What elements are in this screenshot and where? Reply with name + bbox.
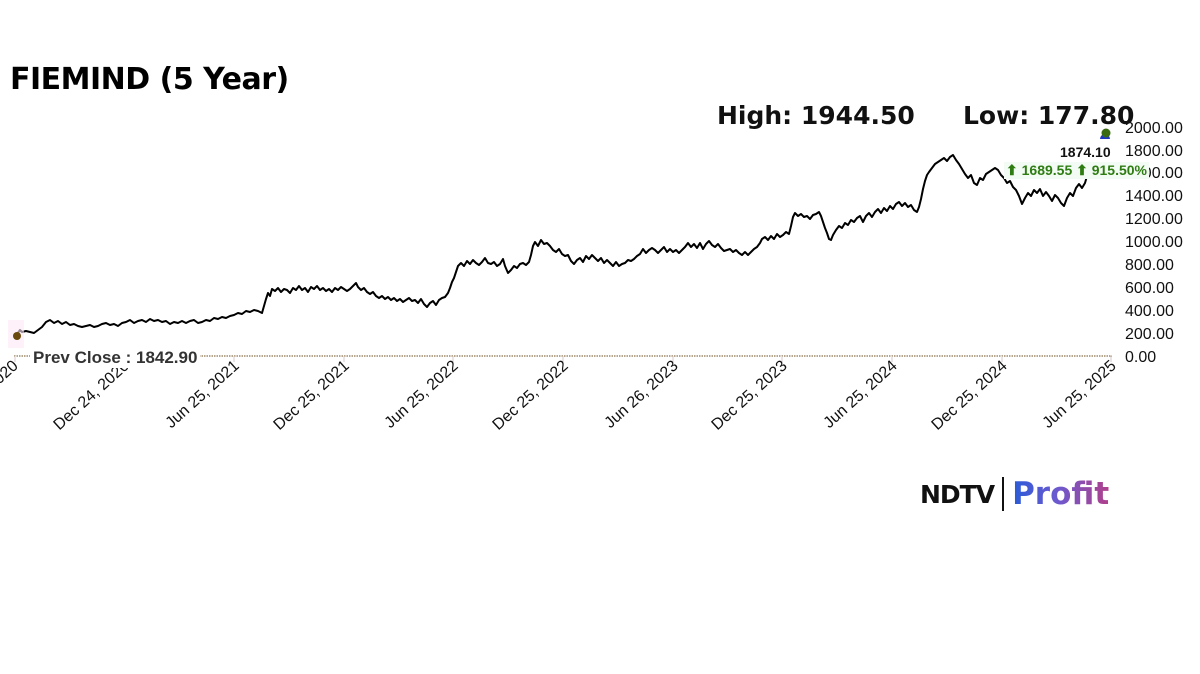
chart-title: FIEMIND (5 Year) (10, 62, 289, 97)
prev-close-label: Prev Close : 1842.90 (30, 348, 201, 368)
svg-text:2000.00: 2000.00 (1125, 120, 1183, 137)
start-marker (13, 332, 21, 340)
svg-text:Dec 24, 2020: Dec 24, 2020 (51, 357, 133, 433)
logo-divider (1002, 477, 1005, 511)
price-line (16, 154, 1088, 335)
svg-text:Jun 25, 2020: Jun 25, 2020 (0, 357, 22, 432)
svg-text:Dec 25, 2021: Dec 25, 2021 (271, 357, 353, 433)
svg-text:0.00: 0.00 (1125, 349, 1156, 366)
ndtv-profit-logo: NDTV Profit (920, 476, 1109, 512)
svg-text:1200.00: 1200.00 (1125, 211, 1183, 228)
svg-text:200.00: 200.00 (1125, 326, 1174, 343)
last-price: 1874.10 (1060, 144, 1111, 160)
svg-text:1800.00: 1800.00 (1125, 143, 1183, 160)
svg-text:Dec 25, 2023: Dec 25, 2023 (709, 357, 791, 433)
svg-text:Jun 25, 2024: Jun 25, 2024 (821, 357, 901, 432)
svg-text:Jun 25, 2022: Jun 25, 2022 (382, 357, 462, 432)
profit-wordmark: Profit (1012, 476, 1110, 512)
svg-text:800.00: 800.00 (1125, 257, 1174, 274)
ndtv-wordmark: NDTV (920, 479, 995, 509)
svg-text:400.00: 400.00 (1125, 303, 1174, 320)
high-marker (1101, 128, 1111, 138)
svg-text:Jun 25, 2021: Jun 25, 2021 (163, 357, 243, 432)
price-change: ⬆ 1689.55 ⬆ 915.50% (1004, 162, 1150, 179)
x-axis: Jun 25, 2020 Dec 24, 2020 Jun 25, 2021 D… (0, 357, 1120, 433)
svg-text:Dec 25, 2024: Dec 25, 2024 (929, 357, 1011, 433)
svg-text:1000.00: 1000.00 (1125, 234, 1183, 251)
svg-text:600.00: 600.00 (1125, 280, 1174, 297)
svg-text:Dec 25, 2022: Dec 25, 2022 (490, 357, 572, 433)
y-axis: 2000.00 1800.00 1600.00 1400.00 1200.00 … (1125, 120, 1183, 366)
svg-text:Jun 26, 2023: Jun 26, 2023 (602, 357, 682, 432)
high-value: High: 1944.50 (717, 101, 915, 130)
svg-text:1400.00: 1400.00 (1125, 188, 1183, 205)
svg-text:Jun 25, 2025: Jun 25, 2025 (1040, 357, 1120, 432)
low-value: Low: 177.80 (963, 101, 1135, 130)
